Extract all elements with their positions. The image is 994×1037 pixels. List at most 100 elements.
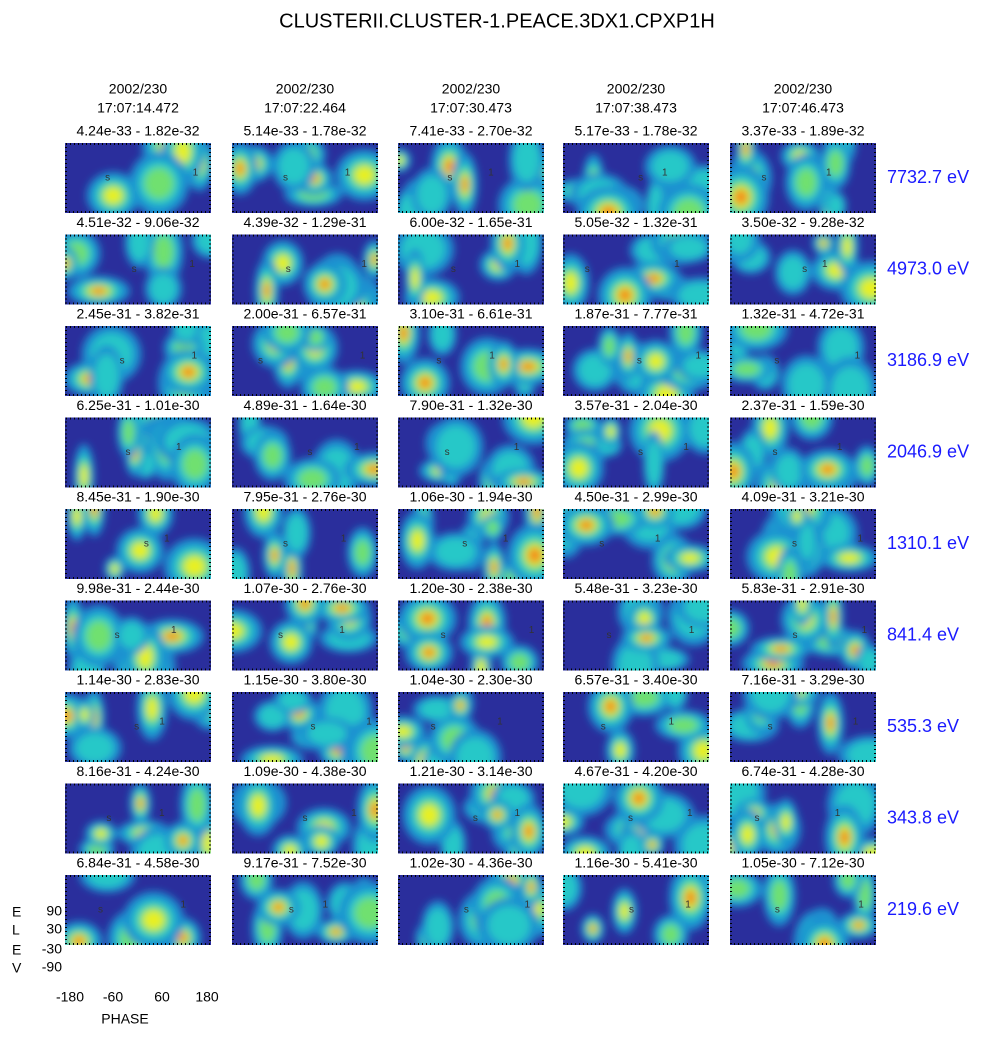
heatmap-border <box>398 326 544 396</box>
heatmap <box>65 326 211 396</box>
heatmap-blobs <box>78 783 211 854</box>
heatmap <box>65 417 211 488</box>
y-tick-label: 90 <box>46 903 62 919</box>
blob <box>279 692 307 710</box>
marker-1: 1 <box>189 259 195 270</box>
heatmap-blobs <box>238 417 378 488</box>
heatmap-blobs <box>73 417 211 488</box>
energy-label: 3186.9 eV <box>887 350 969 370</box>
heatmap-border <box>65 143 211 213</box>
marker-s: s <box>105 173 110 184</box>
blob <box>528 547 542 564</box>
marker-s: s <box>473 813 478 824</box>
heatmap <box>563 143 709 213</box>
heatmap-border <box>65 692 211 762</box>
blob <box>477 658 486 671</box>
blob <box>524 824 534 839</box>
range-label: 1.87e-31 - 7.77e-31 <box>575 306 698 322</box>
blob <box>666 692 684 706</box>
blob <box>366 465 378 474</box>
heatmap-border <box>730 417 876 488</box>
heatmap-border <box>232 509 378 579</box>
marker-1: 1 <box>826 168 832 179</box>
range-label: 4.50e-31 - 2.99e-30 <box>575 489 698 505</box>
blob <box>673 198 704 213</box>
y-label-letter: E <box>12 942 21 958</box>
heatmap-border <box>398 509 544 579</box>
blob <box>828 195 844 213</box>
heatmap <box>563 234 709 305</box>
range-label: 5.14e-33 - 1.78e-32 <box>244 123 367 139</box>
heatmap-blobs <box>65 326 211 396</box>
range-label: 6.74e-31 - 4.28e-30 <box>742 763 865 779</box>
range-label: 1.09e-30 - 4.38e-30 <box>244 763 367 779</box>
heatmap <box>232 143 378 213</box>
blob <box>183 556 205 577</box>
heatmap <box>232 234 378 305</box>
blob <box>411 268 419 289</box>
blob <box>620 903 629 920</box>
heatmap <box>232 600 378 671</box>
heatmap <box>65 143 211 213</box>
marker-s: s <box>278 630 283 641</box>
blob <box>503 236 512 251</box>
blob <box>858 879 871 911</box>
heatmap-border <box>65 600 211 671</box>
blob <box>513 190 543 213</box>
marker-1: 1 <box>193 168 199 179</box>
blob <box>232 554 246 579</box>
blob <box>733 362 760 377</box>
blob <box>528 882 534 893</box>
heatmap-border <box>65 783 211 854</box>
blob <box>315 835 328 848</box>
blob <box>677 326 694 345</box>
blob <box>184 692 204 704</box>
heatmap <box>563 783 709 854</box>
blob <box>670 237 707 259</box>
heatmap <box>730 326 876 396</box>
blob <box>65 710 72 722</box>
energy-label: 7732.7 eV <box>887 167 969 187</box>
heatmap-blobs <box>66 509 211 579</box>
blob <box>763 417 777 439</box>
blob <box>820 464 835 475</box>
heatmap <box>398 143 544 213</box>
heatmap-blobs <box>563 783 709 854</box>
blob <box>251 795 266 817</box>
blob <box>181 366 196 378</box>
blob <box>615 743 626 758</box>
blob <box>730 234 753 254</box>
heatmap <box>398 509 544 579</box>
blob <box>371 254 378 265</box>
heatmap-blobs <box>563 145 709 213</box>
marker-1: 1 <box>525 900 531 911</box>
blob <box>847 741 876 762</box>
heatmap <box>730 600 876 671</box>
energy-label: 4973.0 eV <box>887 258 969 278</box>
marker-1: 1 <box>360 351 366 362</box>
marker-s: s <box>132 264 137 275</box>
blob <box>411 530 424 551</box>
range-label: 1.14e-30 - 2.83e-30 <box>77 672 200 688</box>
marker-s: s <box>436 356 441 367</box>
blob <box>781 814 791 831</box>
marker-1: 1 <box>181 900 187 911</box>
range-label: 6.25e-31 - 1.01e-30 <box>77 397 200 413</box>
blob <box>779 256 806 289</box>
blob <box>150 273 177 304</box>
marker-s: s <box>106 813 111 824</box>
x-tick-label: 180 <box>195 989 219 1005</box>
marker-s: s <box>307 447 312 458</box>
blob <box>487 905 531 945</box>
marker-1: 1 <box>351 808 357 819</box>
blob <box>656 385 676 396</box>
marker-1: 1 <box>669 717 675 728</box>
heatmap-blobs <box>563 417 709 488</box>
range-label: 3.57e-31 - 2.04e-30 <box>575 397 698 413</box>
x-tick-label: -60 <box>103 989 123 1005</box>
marker-s: s <box>144 539 149 550</box>
blob <box>278 148 310 185</box>
heatmap-border <box>563 600 709 671</box>
heatmap <box>563 326 709 396</box>
blob <box>122 419 135 446</box>
